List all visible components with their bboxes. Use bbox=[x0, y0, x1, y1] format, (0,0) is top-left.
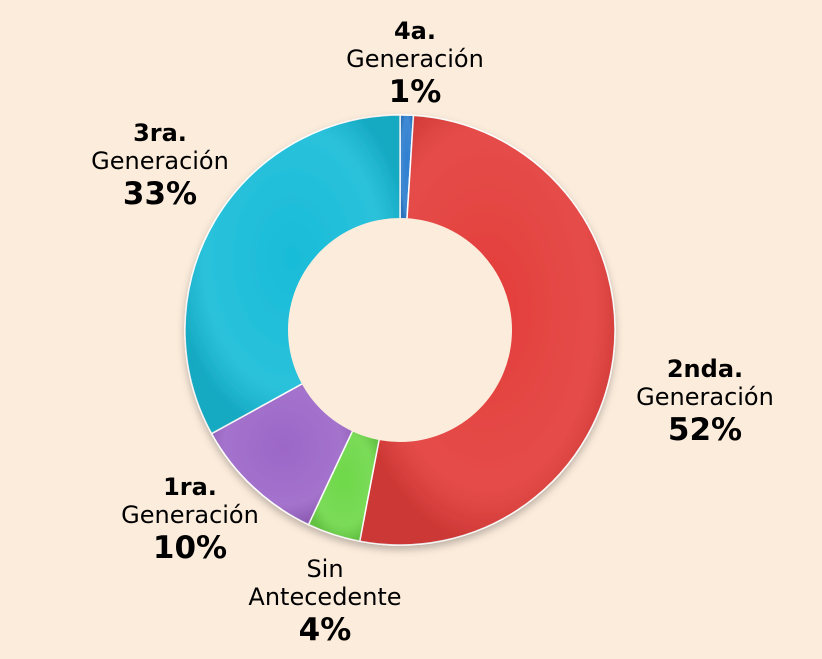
slice-label-2nda-generacion: 2nda. Generación 52% bbox=[620, 355, 790, 449]
slice-label-subtitle: Antecedente bbox=[248, 582, 402, 611]
donut-slice-shade-2 bbox=[308, 427, 380, 542]
slice-label-percent: 33% bbox=[122, 176, 198, 213]
slice-label-title: 1ra. bbox=[163, 473, 217, 501]
slice-label-title: 3ra. bbox=[133, 119, 187, 147]
slice-label-percent: 4% bbox=[298, 612, 352, 649]
donut-slice-shade-0 bbox=[400, 115, 414, 223]
slice-label-subtitle: Generación bbox=[346, 44, 484, 73]
slice-label-1ra-generacion: 1ra. Generación 10% bbox=[105, 473, 275, 567]
slice-label-percent: 1% bbox=[388, 74, 442, 111]
donut-slice-shade-3 bbox=[211, 382, 355, 525]
slice-label-percent: 10% bbox=[152, 530, 228, 567]
slice-label-subtitle: Generación bbox=[121, 500, 259, 529]
slice-label-percent: 52% bbox=[667, 412, 743, 449]
slice-label-3ra-generacion: 3ra. Generación 33% bbox=[75, 119, 245, 213]
donut-slice-shade-4 bbox=[185, 115, 400, 434]
slice-label-title: 2nda. bbox=[666, 355, 744, 383]
slice-label-4a-generacion: 4a. Generación 1% bbox=[330, 17, 500, 111]
slice-label-subtitle: Generación bbox=[636, 382, 774, 411]
slice-label-subtitle: Generación bbox=[91, 146, 229, 175]
slice-label-title: 4a. bbox=[393, 17, 436, 45]
slice-label-title: Sin bbox=[306, 555, 344, 583]
slice-label-sin-antecedente: Sin Antecedente 4% bbox=[235, 555, 415, 649]
